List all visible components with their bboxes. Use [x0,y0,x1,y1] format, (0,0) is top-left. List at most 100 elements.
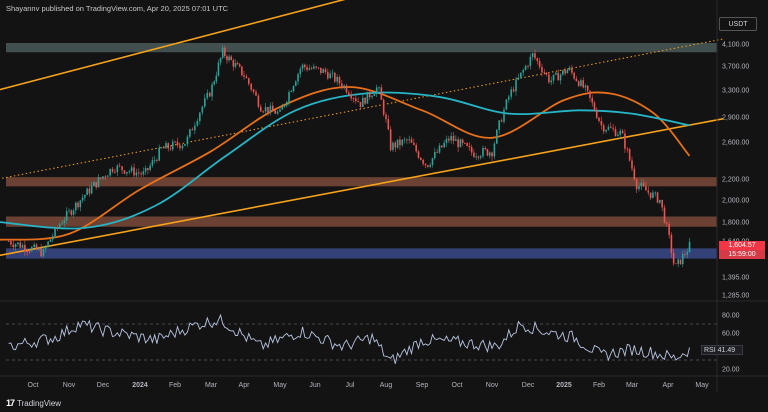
candle-body[interactable] [663,207,666,223]
candle-body[interactable] [174,141,176,143]
candle-body[interactable] [431,158,434,166]
zone-upper-demand[interactable] [6,177,717,187]
candle-body[interactable] [345,85,348,93]
candle-body[interactable] [336,77,338,82]
candle-body[interactable] [322,69,324,73]
candle-body[interactable] [19,242,22,248]
candle-body[interactable] [541,66,543,73]
candle-body[interactable] [617,134,619,137]
candle-body[interactable] [250,83,252,90]
candle-body[interactable] [520,72,522,78]
candle-body[interactable] [642,183,645,186]
candle-body[interactable] [297,73,299,82]
candle-body[interactable] [378,87,380,89]
candle-body[interactable] [477,156,480,158]
candle-body[interactable] [475,156,477,158]
candle-body[interactable] [403,139,406,141]
candle-body[interactable] [181,145,184,149]
candle-body[interactable] [167,143,170,149]
candle-body[interactable] [269,105,272,113]
candle-body[interactable] [106,175,109,177]
candle-body[interactable] [238,64,241,67]
candle-body[interactable] [252,89,255,92]
trendline-channel-mid[interactable] [0,38,724,180]
candle-body[interactable] [550,80,553,83]
candle-body[interactable] [670,234,673,253]
candle-body[interactable] [81,197,84,201]
candle-body[interactable] [352,98,355,100]
candle-body[interactable] [285,101,288,106]
candle-body[interactable] [171,141,174,150]
candle-body[interactable] [438,145,441,153]
candle-body[interactable] [130,167,133,172]
candle-body[interactable] [659,199,661,203]
candle-body[interactable] [10,241,12,245]
candle-body[interactable] [677,259,679,264]
candle-body[interactable] [213,81,215,85]
candle-body[interactable] [357,100,359,102]
candle-body[interactable] [595,110,598,118]
candle-body[interactable] [493,143,496,157]
candle-body[interactable] [529,56,532,67]
candle-body[interactable] [396,139,399,148]
currency-selector[interactable]: USDT [719,17,757,31]
candle-body[interactable] [559,74,562,81]
candle-body[interactable] [241,66,243,76]
candle-body[interactable] [262,111,264,113]
candle-body[interactable] [77,202,79,208]
candle-body[interactable] [61,223,63,225]
candle-body[interactable] [459,139,462,148]
candle-body[interactable] [359,101,362,107]
candle-body[interactable] [645,185,647,191]
candle-body[interactable] [607,126,610,130]
candle-body[interactable] [484,147,487,150]
candle-body[interactable] [380,87,383,100]
candle-body[interactable] [315,66,317,68]
candle-body[interactable] [448,138,450,141]
candle-body[interactable] [647,190,650,193]
candle-body[interactable] [470,147,473,153]
candle-body[interactable] [410,139,413,143]
candle-body[interactable] [88,188,91,194]
candle-body[interactable] [394,142,397,148]
candle-body[interactable] [466,143,468,147]
candle-body[interactable] [515,79,517,92]
candle-body[interactable] [548,74,550,83]
candle-body[interactable] [385,114,387,120]
candle-body[interactable] [654,192,657,194]
candle-body[interactable] [42,248,45,257]
candle-body[interactable] [327,72,329,79]
candle-body[interactable] [621,130,624,134]
candle-body[interactable] [274,110,276,114]
candle-body[interactable] [640,183,643,187]
candle-body[interactable] [573,72,575,79]
candle-body[interactable] [586,85,589,91]
candle-body[interactable] [21,245,24,248]
candle-body[interactable] [429,165,431,167]
candle-body[interactable] [199,112,201,121]
candle-body[interactable] [49,239,52,242]
candle-body[interactable] [422,159,424,164]
candle-body[interactable] [366,91,369,104]
candle-body[interactable] [14,244,17,248]
candle-body[interactable] [301,64,304,69]
candle-body[interactable] [111,168,114,172]
candle-body[interactable] [295,81,297,86]
candle-body[interactable] [17,242,19,245]
candle-body[interactable] [176,141,179,146]
candle-body[interactable] [70,210,73,215]
candle-body[interactable] [308,68,311,70]
candle-body[interactable] [652,192,654,198]
candle-body[interactable] [35,244,38,250]
candle-body[interactable] [505,99,508,110]
candle-body[interactable] [656,192,659,203]
candle-body[interactable] [123,170,126,174]
candle-body[interactable] [116,165,119,173]
candle-body[interactable] [445,138,448,143]
candle-body[interactable] [457,139,459,148]
candle-body[interactable] [26,251,28,253]
candle-body[interactable] [99,177,102,179]
candle-body[interactable] [128,171,131,173]
candle-body[interactable] [86,188,88,196]
